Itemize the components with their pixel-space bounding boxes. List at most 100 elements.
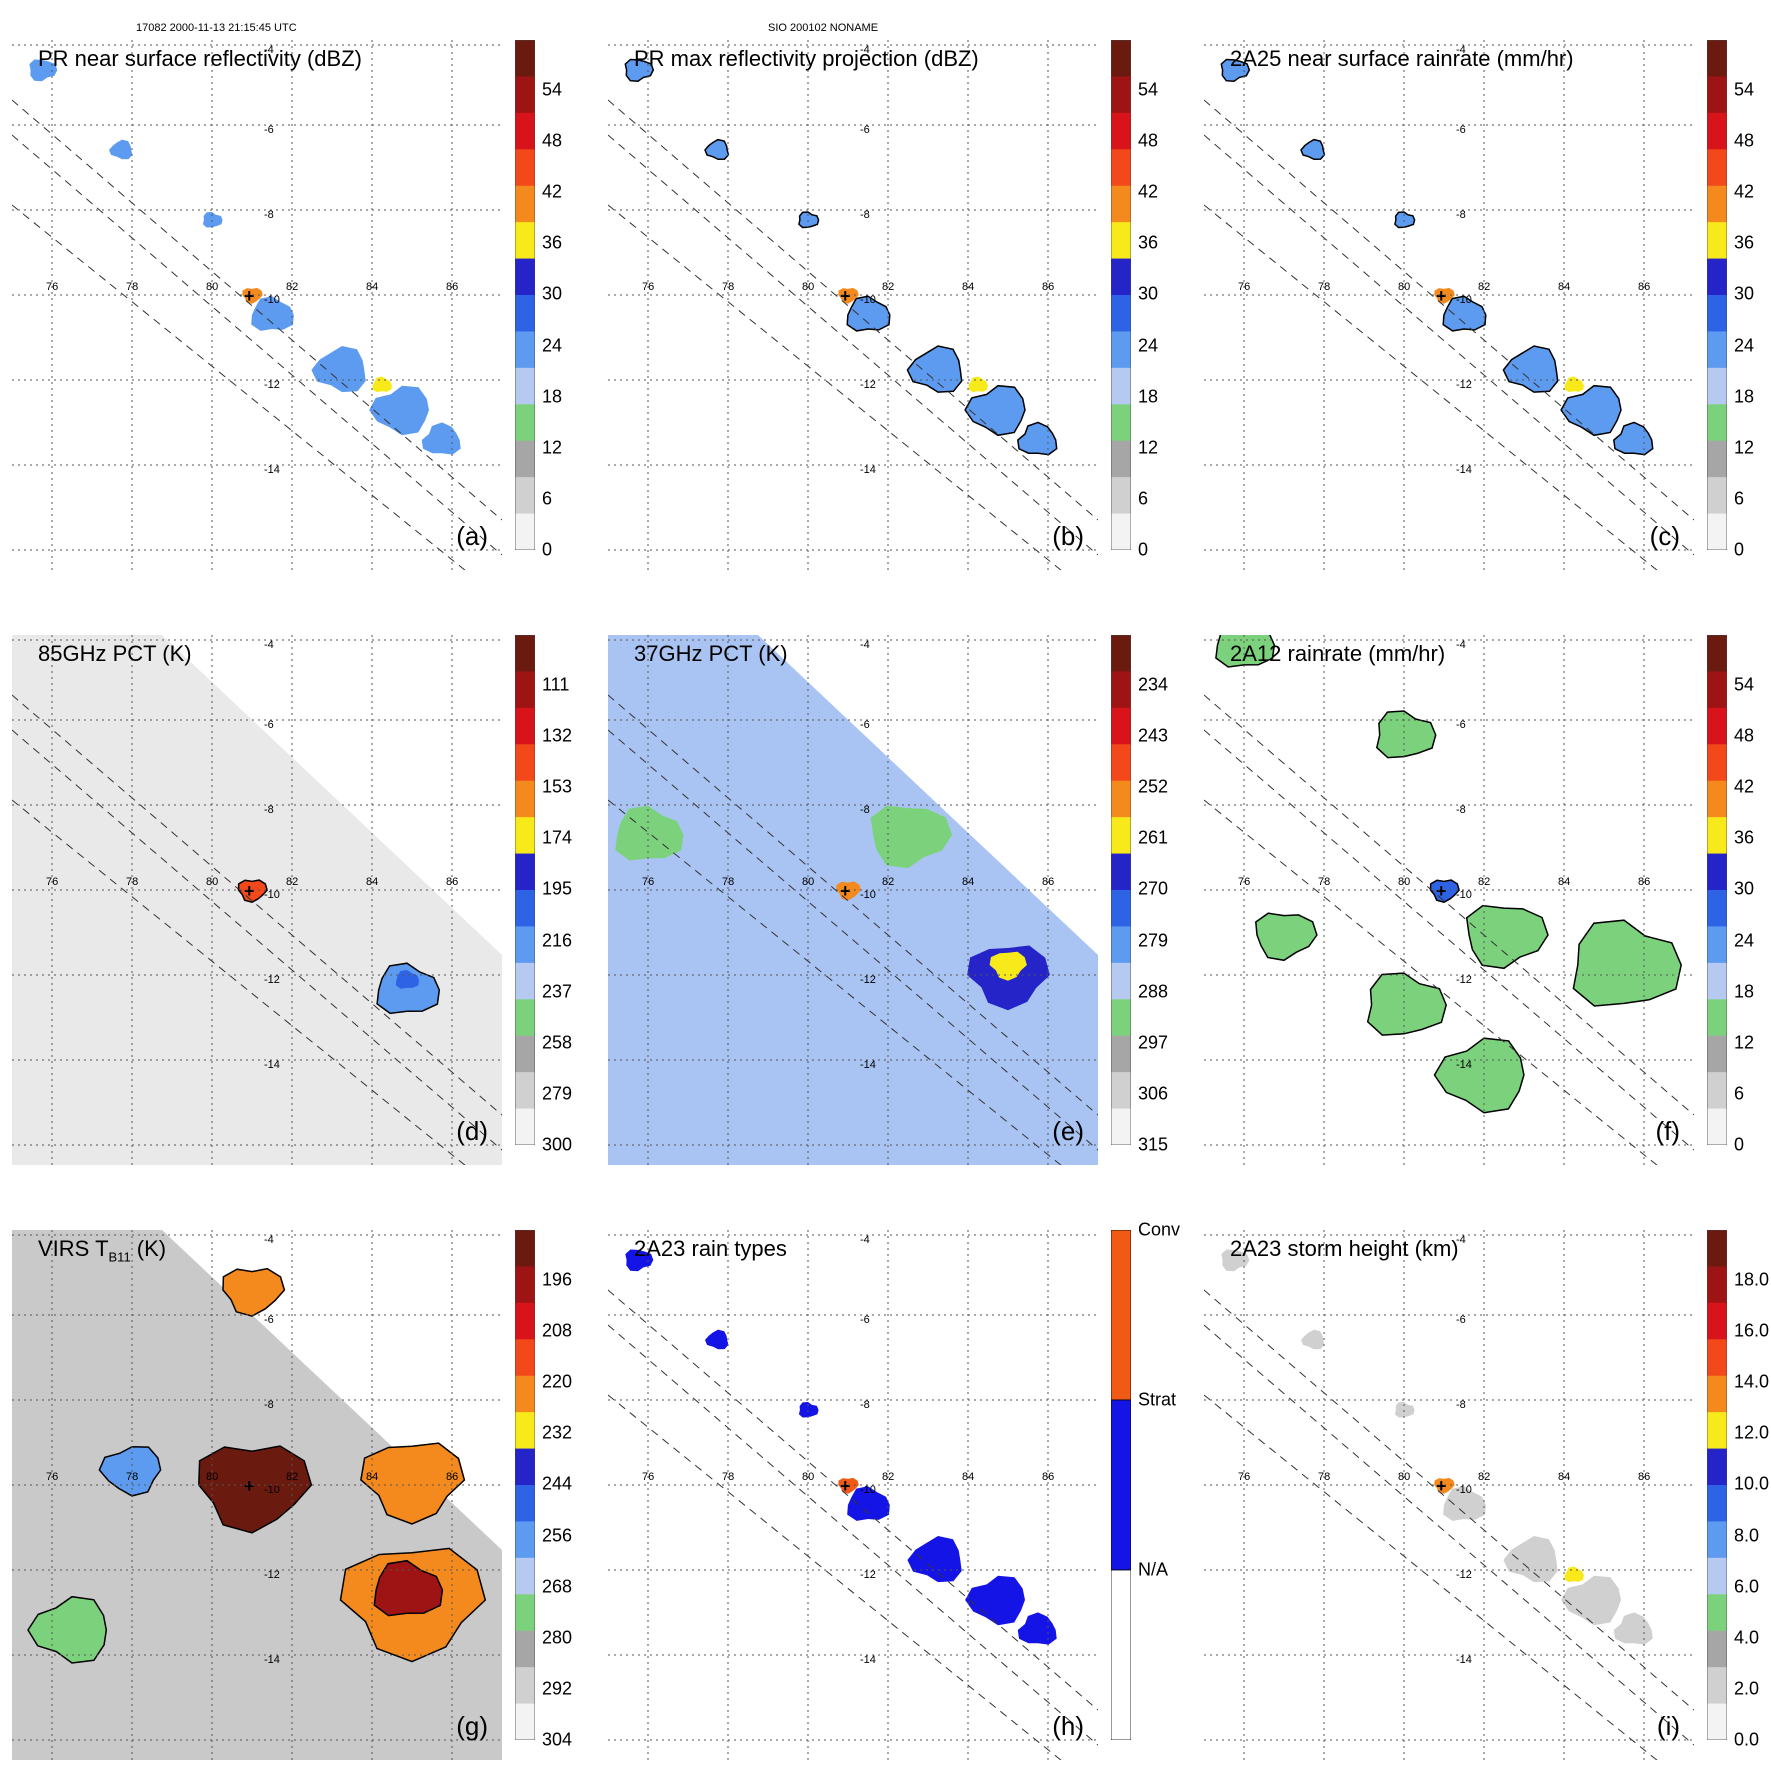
colorbar-segment: [1707, 1302, 1727, 1340]
lat-label: -14: [264, 1059, 280, 1071]
lat-label: -12: [264, 1569, 280, 1581]
colorbar-segment: [515, 40, 535, 77]
colorbar: [515, 40, 535, 550]
lat-label: -10: [1456, 889, 1472, 901]
colorbar-tick-label: 6: [1138, 488, 1149, 509]
lat-label: -14: [1456, 1654, 1472, 1666]
rain-area: [1502, 345, 1559, 393]
colorbar-segment: [515, 331, 535, 369]
rain-area: [1215, 635, 1276, 668]
colorbar-tick-label: 48: [1734, 725, 1755, 746]
lon-label: 76: [1238, 1471, 1250, 1483]
panel-title-text: 85GHz PCT (K): [38, 641, 192, 666]
lat-label: -4: [1456, 44, 1466, 56]
panel-title: 2A12 rainrate (mm/hr): [1230, 641, 1445, 667]
colorbar-segment: [515, 76, 535, 114]
lon-label: 80: [206, 1471, 218, 1483]
panel-label: (h): [1052, 1711, 1084, 1741]
rain-area: [202, 212, 223, 228]
colorbar-segment: [1707, 744, 1727, 782]
rain-area: [1300, 138, 1326, 161]
lon-label: 76: [642, 1471, 654, 1483]
rain-area: [965, 1575, 1025, 1626]
lon-label: 84: [962, 1471, 974, 1483]
lon-label: 84: [1558, 1471, 1570, 1483]
rain-area: [376, 962, 441, 1015]
swath-edge-line: [1204, 99, 1694, 521]
colorbar-segment: [515, 477, 535, 515]
panel-i: +76 78 80 82 84 86 -4 -6 -8 -10 -12 -14 2A23 storm h…: [1204, 1230, 1769, 1760]
swath-edge-line: [1204, 1324, 1694, 1746]
colorbar-tick-label: 6: [1734, 488, 1745, 509]
panel-a: +76 78 80 82 84 86 -4 -6 -8 -10 -12 -14 PR near surf…: [12, 40, 562, 570]
lon-label: 82: [286, 1471, 298, 1483]
colorbar-segment: [515, 1035, 535, 1073]
panel-label: (i): [1656, 1711, 1680, 1741]
rain-area: [1465, 904, 1549, 970]
lon-label: 80: [206, 876, 218, 888]
panel-title-text: 2A23 storm height (km): [1230, 1236, 1459, 1261]
colorbar-tick-label: 234: [1138, 674, 1169, 695]
colorbar-segment: [515, 1266, 535, 1304]
colorbar-segment: [515, 780, 535, 818]
colorbar-tick-label: 174: [542, 827, 573, 848]
ice-scatter-core: [989, 951, 1027, 981]
colorbar-tick-label: 24: [1138, 335, 1159, 356]
lat-label: -14: [860, 1654, 876, 1666]
colorbar-segment: [515, 1521, 535, 1559]
colorbar-tick-label: 6: [1734, 1083, 1745, 1104]
header-orbit-time: 17082 2000-11-13 21:15:45 UTC: [136, 22, 297, 34]
map-canvas: +76 78 80 82 84 86 -4 -6 -8 -10 -12 -14: [12, 40, 502, 570]
map-canvas: +76 78 80 82 84 86 -4 -6 -8 -10 -12 -14: [608, 1230, 1098, 1760]
panel-label: (d): [456, 1116, 488, 1146]
lon-label: 84: [962, 281, 974, 293]
colorbar-tick-label: 18: [542, 386, 563, 407]
rain-area: [1443, 1486, 1486, 1521]
colorbar-tick-label: 36: [1734, 232, 1755, 253]
colorbar-segment: [1707, 1230, 1727, 1267]
panel-label: (g): [456, 1711, 488, 1741]
lat-label: -10: [1456, 294, 1472, 306]
colorbar-segment: [1707, 1521, 1727, 1559]
lon-label: 76: [1238, 876, 1250, 888]
rain-core: [1564, 376, 1584, 393]
colorbar-tick-label: 54: [1138, 79, 1159, 100]
lat-label: -6: [860, 124, 870, 136]
colorbar-segment: [1707, 635, 1727, 672]
lat-label: -4: [860, 44, 870, 56]
lon-label: 84: [1558, 281, 1570, 293]
colorbar-tick-label: 261: [1138, 827, 1169, 848]
colorbar-tick-label: 8.0: [1734, 1525, 1760, 1546]
colorbar-segment: [1111, 671, 1131, 709]
colorbar-segment: [1111, 1072, 1131, 1110]
colorbar-segment: [515, 404, 535, 442]
colorbar-tick-label: 6.0: [1734, 1576, 1760, 1597]
panel-title: 85GHz PCT (K): [38, 641, 192, 667]
colorbar-tick-label: 216: [542, 930, 573, 951]
rain-area: [1572, 919, 1682, 1007]
lon-label: 76: [642, 281, 654, 293]
lat-label: -10: [860, 889, 876, 901]
colorbar-tick-label: 54: [1734, 79, 1755, 100]
lon-label: 82: [1478, 1471, 1490, 1483]
lat-label: -4: [264, 1234, 274, 1246]
storm-center-icon: +: [840, 286, 851, 306]
swath-edge-line: [608, 1394, 1062, 1760]
convective-core: [237, 879, 268, 904]
colorbar-segment: [1707, 185, 1727, 223]
colorbar-tick-label: 300: [542, 1134, 573, 1155]
colorbar-segment: [1111, 1230, 1131, 1401]
colorbar-segment: [1111, 780, 1131, 818]
colorbar-segment: [1707, 890, 1727, 927]
swath-edge-line: [608, 694, 1098, 1116]
colorbar-segment: [1707, 1412, 1727, 1450]
swath-edge-line: [608, 1324, 1098, 1746]
colorbar-tick-label: 12: [1734, 1032, 1755, 1053]
lon-label: 78: [1318, 281, 1330, 293]
storm-center-icon: +: [840, 1476, 851, 1496]
map-canvas: +76 78 80 82 84 86 -4 -6 -8 -10 -12 -14: [1204, 635, 1694, 1165]
lon-label: 78: [1318, 1471, 1330, 1483]
colorbar-segment: [1707, 331, 1727, 369]
colorbar-tick-label: 18: [1734, 386, 1755, 407]
lat-label: -6: [860, 1314, 870, 1326]
